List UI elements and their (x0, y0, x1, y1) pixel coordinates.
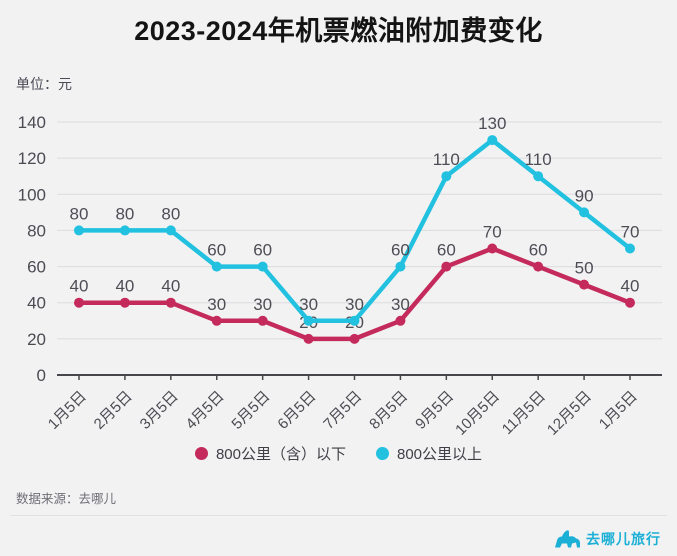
svg-text:1月5日: 1月5日 (45, 388, 90, 433)
svg-text:80: 80 (115, 204, 134, 223)
svg-text:9月5日: 9月5日 (412, 388, 457, 433)
svg-text:100: 100 (18, 185, 46, 204)
legend-label: 800公里（含）以下 (215, 445, 346, 463)
svg-text:5月5日: 5月5日 (228, 388, 273, 433)
camel-icon (555, 530, 580, 548)
svg-text:1月5日: 1月5日 (596, 388, 641, 433)
svg-text:0: 0 (37, 366, 46, 385)
unit-label: 单位：元 (16, 76, 72, 92)
svg-text:90: 90 (575, 186, 594, 205)
svg-text:60: 60 (253, 241, 272, 260)
svg-text:4月5日: 4月5日 (183, 388, 228, 433)
svg-text:12月5日: 12月5日 (544, 388, 595, 439)
svg-text:130: 130 (478, 114, 506, 133)
svg-text:60: 60 (27, 258, 46, 277)
data-source: 数据来源：去哪儿 (16, 492, 117, 506)
svg-text:11月5日: 11月5日 (499, 388, 549, 438)
svg-text:40: 40 (27, 294, 46, 313)
svg-text:80: 80 (161, 204, 180, 223)
svg-text:6月5日: 6月5日 (274, 388, 319, 433)
legend-dot-pink (194, 446, 208, 460)
svg-text:30: 30 (253, 295, 272, 314)
svg-text:40: 40 (115, 277, 134, 296)
svg-text:60: 60 (437, 241, 456, 260)
svg-text:60: 60 (391, 241, 410, 260)
svg-text:30: 30 (207, 295, 226, 314)
svg-text:20: 20 (27, 330, 46, 349)
svg-text:3月5日: 3月5日 (137, 388, 182, 433)
svg-text:40: 40 (70, 277, 89, 296)
svg-text:30: 30 (345, 295, 364, 314)
svg-text:70: 70 (483, 223, 502, 242)
svg-text:120: 120 (18, 149, 46, 168)
svg-text:30: 30 (391, 295, 410, 314)
svg-text:60: 60 (529, 241, 548, 260)
svg-text:8月5日: 8月5日 (366, 388, 411, 433)
svg-text:10月5日: 10月5日 (452, 388, 503, 439)
svg-text:2月5日: 2月5日 (91, 388, 136, 433)
svg-text:30: 30 (299, 295, 318, 314)
qunar-logo: 去哪儿旅行 (554, 528, 661, 549)
page-title: 2023-2024年机票燃油附加费变化 (134, 16, 543, 46)
svg-text:50: 50 (575, 259, 594, 278)
svg-text:80: 80 (27, 221, 46, 240)
svg-text:60: 60 (207, 241, 226, 260)
legend-label: 800公里以上 (397, 445, 483, 463)
footer-divider (10, 515, 667, 516)
svg-text:110: 110 (433, 150, 460, 169)
svg-text:40: 40 (161, 277, 180, 296)
svg-text:7月5日: 7月5日 (320, 388, 365, 433)
chart-legend: 800公里（含）以下 800公里以上 (0, 442, 677, 464)
logo-text: 去哪儿旅行 (586, 530, 661, 547)
svg-text:110: 110 (525, 150, 552, 169)
legend-item-under-800km: 800公里（含）以下 (194, 443, 346, 464)
svg-text:80: 80 (70, 204, 89, 223)
svg-text:70: 70 (621, 223, 640, 242)
legend-item-over-800km: 800公里以上 (376, 443, 482, 464)
svg-text:140: 140 (18, 113, 46, 132)
legend-dot-cyan (376, 446, 389, 460)
svg-text:40: 40 (621, 277, 640, 296)
